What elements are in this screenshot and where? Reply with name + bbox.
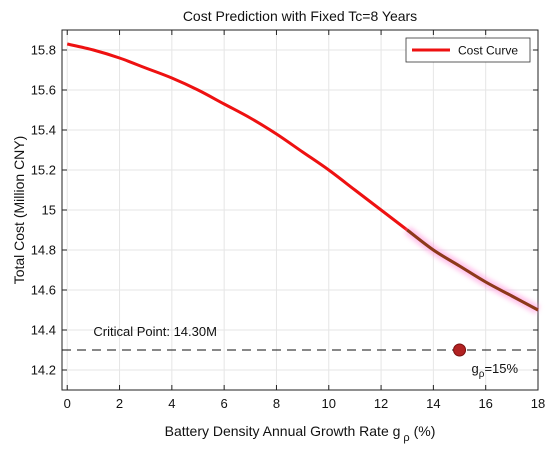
reference-line-label: Critical Point: 14.30M (93, 324, 217, 339)
x-tick-label: 16 (478, 396, 492, 411)
critical-point-marker (453, 343, 467, 357)
marker-label-sub: ρ (479, 369, 485, 380)
y-tick-label: 15.8 (31, 43, 56, 58)
x-tick-label: 18 (531, 396, 545, 411)
x-tick-label: 10 (322, 396, 336, 411)
y-tick-label: 15.4 (31, 123, 56, 138)
legend-label-cost-curve: Cost Curve (458, 44, 518, 58)
y-axis-label: Total Cost (Million CNY) (11, 136, 27, 285)
y-tick-label: 15.2 (31, 163, 56, 178)
x-tick-label: 4 (168, 396, 175, 411)
y-tick-label: 14.8 (31, 243, 56, 258)
x-axis-label-main: Battery Density Annual Growth Rate g (165, 423, 401, 439)
marker-label: gρ=15% (472, 361, 519, 380)
y-tick-label: 14.6 (31, 283, 56, 298)
x-axis-label-sub: ρ (403, 432, 409, 444)
y-tick-label: 14.2 (31, 363, 56, 378)
x-tick-label: 0 (64, 396, 71, 411)
x-tick-label: 2 (116, 396, 123, 411)
chart-title: Cost Prediction with Fixed Tc=8 Years (183, 8, 417, 24)
y-tick-label: 15 (42, 203, 56, 218)
x-tick-label: 12 (374, 396, 388, 411)
x-tick-label: 6 (221, 396, 228, 411)
y-tick-label: 15.6 (31, 83, 56, 98)
y-tick-label: 14.4 (31, 323, 56, 338)
highlight-segment-line (406, 228, 539, 312)
marker-label-main: g (472, 361, 479, 376)
x-tick-label: 8 (273, 396, 280, 411)
x-tick-label: 14 (426, 396, 440, 411)
marker-label-suffix: =15% (484, 361, 518, 376)
x-axis-label-suffix: (%) (410, 423, 436, 439)
